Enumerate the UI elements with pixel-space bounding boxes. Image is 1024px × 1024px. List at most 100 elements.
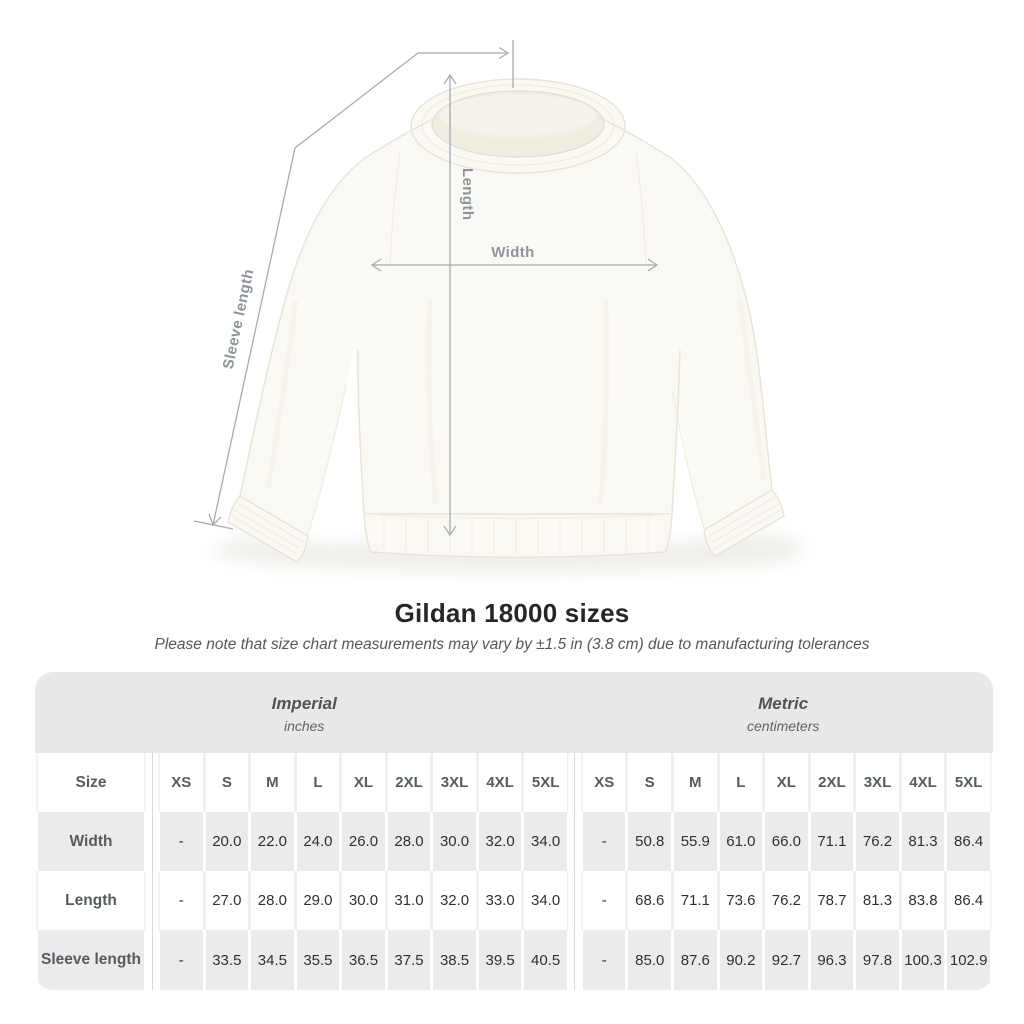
value-cell: 55.9: [674, 812, 717, 871]
value-cell: 39.5: [478, 930, 522, 990]
metric-sublabel: centimeters: [747, 717, 820, 734]
imperial-sublabel: inches: [283, 717, 325, 734]
row-label: Length: [38, 871, 144, 930]
size-chart-card: Imperial inches Metric centimeters Size X…: [35, 672, 993, 990]
metric-unit-group: Metric centimeters: [573, 672, 993, 753]
page-title: Gildan 18000 sizes: [394, 598, 630, 628]
value-cell: 102.9: [947, 930, 990, 990]
value-cell: 73.6: [720, 871, 763, 930]
value-cell: -: [160, 871, 203, 930]
value-cell: 28.0: [251, 871, 294, 930]
value-cell: 61.0: [719, 812, 763, 871]
sweatshirt-body: [354, 107, 682, 514]
value-cell: 30.0: [433, 812, 476, 871]
value-cell: 100.3: [901, 930, 945, 990]
value-cell: 81.3: [856, 871, 899, 930]
value-cell: 38.5: [433, 930, 476, 990]
value-cell: 76.2: [765, 871, 808, 930]
size-column-header: Size: [38, 753, 144, 812]
value-cell: 34.5: [251, 930, 294, 990]
value-cell: 86.4: [947, 812, 990, 871]
size-header-cell: XS: [583, 753, 626, 812]
size-header-cell: S: [628, 753, 671, 812]
size-header-cell: 4XL: [479, 753, 522, 812]
size-header-cell: XS: [160, 753, 203, 812]
value-cell: 28.0: [387, 812, 431, 871]
size-header-cell: S: [206, 753, 249, 812]
value-cell: 78.7: [811, 871, 854, 930]
back-neck-seam: [441, 121, 595, 138]
value-cell: 34.0: [524, 812, 567, 871]
imperial-unit-group: Imperial inches: [35, 672, 573, 753]
value-cell: -: [582, 812, 626, 871]
value-cell: 68.6: [628, 871, 671, 930]
value-cell: 37.5: [387, 930, 431, 990]
left-sleeve: [240, 158, 365, 536]
value-cell: 71.1: [674, 871, 717, 930]
table-row: Length -27.0 28.0 29.0 30.0 31.0 32.0 33.0 34.0-…: [38, 871, 990, 930]
size-header-cell: 2XL: [388, 753, 431, 812]
size-table-body: Width -20.0 22.0 24.0 26.0 28.0 30.0 32.0 34.0-5…: [38, 812, 990, 990]
value-cell: 86.4: [947, 871, 990, 930]
size-table-head: Size XS S M L XL 2XL 3XL 4XL 5XL XS S M L XL 2XL 3XL 4XL 5…: [38, 753, 990, 812]
value-cell: 36.5: [342, 930, 385, 990]
value-cell: -: [583, 871, 626, 930]
column-gap: [147, 753, 157, 812]
sleeve-length-label: Sleeve length: [220, 267, 258, 370]
value-cell: 90.2: [719, 930, 763, 990]
value-cell: 32.0: [478, 812, 522, 871]
right-cuff: [703, 489, 785, 557]
size-header-cell: 5XL: [947, 753, 990, 812]
column-gap: [569, 871, 580, 930]
column-gap: [147, 871, 157, 930]
size-header-cell: XL: [765, 753, 808, 812]
value-cell: 34.0: [524, 871, 567, 930]
unit-header-band: Imperial inches Metric centimeters: [35, 672, 993, 753]
value-cell: 31.0: [388, 871, 431, 930]
width-measurement: Width: [370, 244, 659, 272]
hem-band: [363, 513, 673, 558]
sweatshirt-illustration: Sleeve length Length Width: [193, 40, 804, 571]
value-cell: 40.5: [524, 930, 567, 990]
metric-label: Metric: [758, 693, 809, 713]
value-cell: -: [582, 930, 626, 990]
size-header-cell: L: [720, 753, 763, 812]
size-header-cell: M: [251, 753, 294, 812]
value-cell: 85.0: [628, 930, 672, 990]
table-row: Width -20.0 22.0 24.0 26.0 28.0 30.0 32.0 34.0-5…: [38, 812, 990, 871]
size-header-cell: 2XL: [811, 753, 854, 812]
size-header-cell: L: [297, 753, 340, 812]
value-cell: 81.3: [901, 812, 945, 871]
width-label: Width: [491, 244, 535, 261]
collar-back-neck: [440, 94, 596, 138]
value-cell: 50.8: [628, 812, 672, 871]
value-cell: 35.5: [296, 930, 340, 990]
row-label: Width: [38, 812, 144, 871]
size-header-cell: 5XL: [524, 753, 567, 812]
value-cell: 26.0: [342, 812, 385, 871]
value-cell: 24.0: [296, 812, 340, 871]
size-header-cell: 3XL: [856, 753, 899, 812]
size-header-cell: 4XL: [902, 753, 945, 812]
garment-seams: [229, 116, 782, 554]
column-gap: [569, 812, 580, 871]
value-cell: 83.8: [902, 871, 945, 930]
value-cell: 22.0: [251, 812, 294, 871]
value-cell: 92.7: [765, 930, 808, 990]
value-cell: 71.1: [810, 812, 854, 871]
column-gap: [569, 930, 580, 990]
tolerance-note: Please note that size chart measurements…: [154, 636, 870, 653]
column-gap: [147, 930, 157, 990]
size-header-cell: XL: [342, 753, 385, 812]
value-cell: 96.3: [810, 930, 854, 990]
value-cell: 32.0: [433, 871, 476, 930]
value-cell: 29.0: [297, 871, 340, 930]
value-cell: 97.8: [856, 930, 899, 990]
right-sleeve: [661, 158, 772, 530]
value-cell: 33.0: [479, 871, 522, 930]
length-label: Length: [459, 168, 476, 220]
column-gap: [569, 753, 580, 812]
value-cell: 33.5: [205, 930, 249, 990]
value-cell: 30.0: [342, 871, 385, 930]
